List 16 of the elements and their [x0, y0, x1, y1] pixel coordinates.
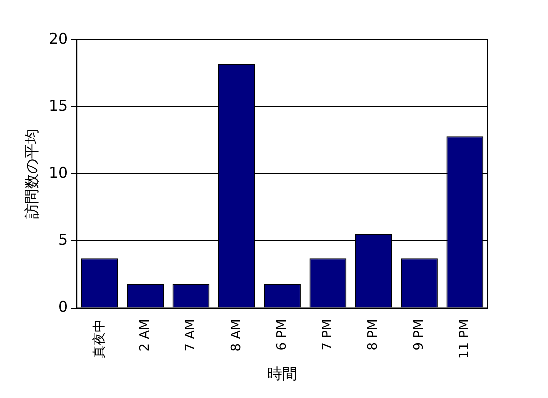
x-tick-label: 2 AM: [138, 319, 153, 352]
y-tick-label: 15: [48, 96, 68, 115]
x-tick-label: 6 PM: [274, 319, 290, 351]
y-tick-label: 10: [48, 164, 68, 182]
y-axis-title: 訪問数の平均: [22, 129, 41, 220]
y-tick-label: 20: [48, 30, 68, 48]
x-tick-label: 8 AM: [229, 319, 244, 352]
x-tick-label: 7 AM: [184, 319, 199, 352]
x-tick-label: 7 PM: [320, 319, 336, 351]
x-axis-title: 時間: [268, 364, 298, 383]
x-tick-label: 9 PM: [412, 319, 427, 351]
y-tick-label: 5: [58, 231, 68, 250]
x-tick-label: 8 PM: [366, 319, 382, 351]
x-tick-label: 真夜中: [91, 319, 108, 358]
x-tick-label: 11 PM: [458, 319, 473, 360]
y-tick-label: 0: [58, 298, 68, 316]
